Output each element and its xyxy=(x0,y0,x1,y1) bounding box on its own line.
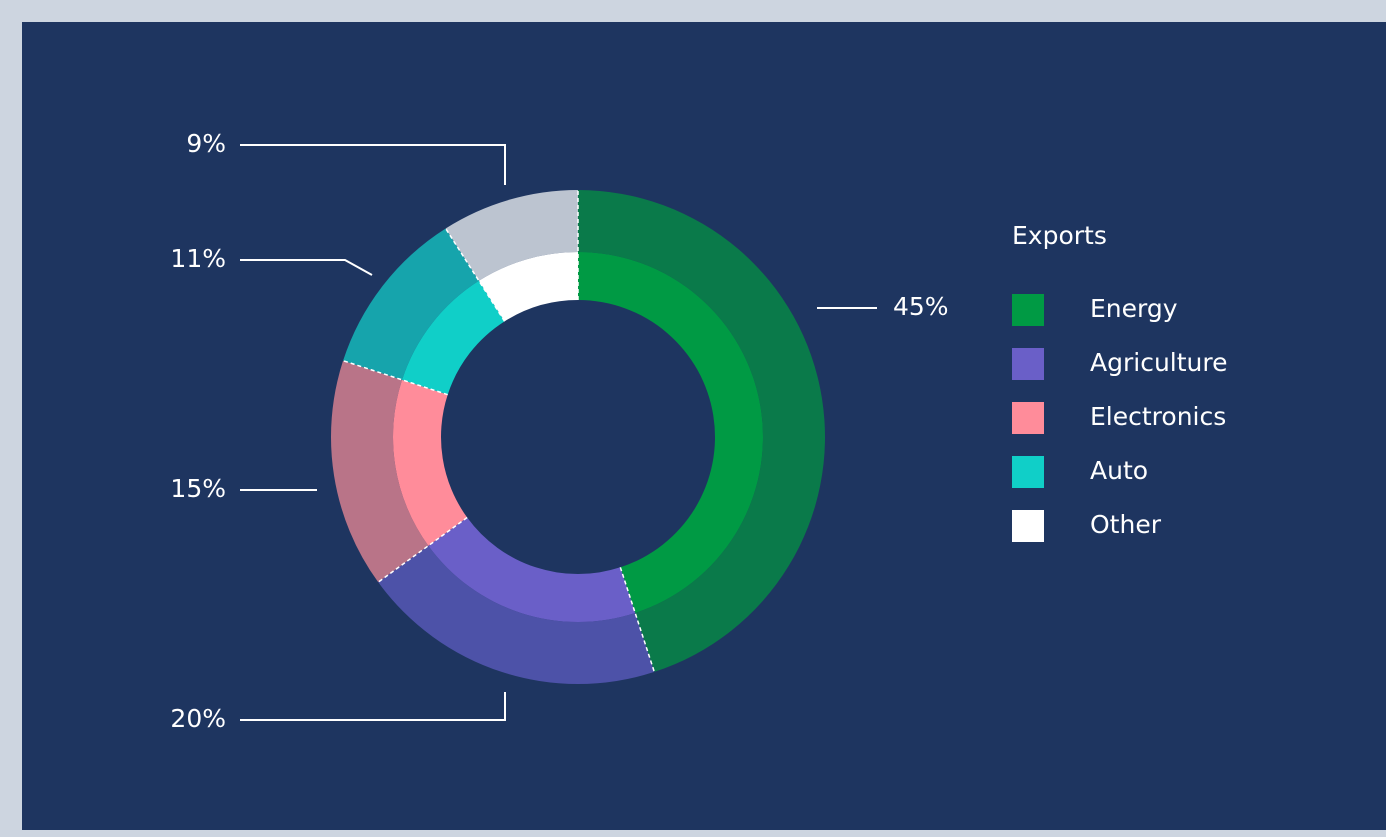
inner-slice xyxy=(402,280,505,395)
outer-slice xyxy=(445,190,578,281)
value-label: 20% xyxy=(170,704,226,733)
outer-slice xyxy=(331,360,429,583)
slice-separator xyxy=(619,567,656,673)
leader-line xyxy=(240,144,506,185)
legend-label: Other xyxy=(1090,510,1162,539)
inner-slice xyxy=(578,252,763,613)
legend-swatch xyxy=(1012,294,1044,326)
leader-line xyxy=(240,259,373,276)
value-label: 45% xyxy=(893,292,949,321)
legend-label: Electronics xyxy=(1090,402,1226,431)
inner-slice xyxy=(428,517,636,622)
slice-separator xyxy=(377,516,468,583)
value-label: 9% xyxy=(186,129,226,158)
panel xyxy=(22,22,1386,830)
legend-swatch xyxy=(1012,402,1044,434)
inner-slice xyxy=(392,379,468,546)
outer-slice xyxy=(343,228,479,380)
legend-label: Auto xyxy=(1090,456,1148,485)
slice-separator xyxy=(342,359,448,396)
legend-label: Energy xyxy=(1090,294,1178,323)
outer-slice xyxy=(378,545,655,685)
legend-swatch xyxy=(1012,348,1044,380)
outer-slice xyxy=(578,190,825,672)
legend-swatch xyxy=(1012,456,1044,488)
leader-line xyxy=(240,692,506,721)
legend-swatch xyxy=(1012,510,1044,542)
value-label: 11% xyxy=(170,244,226,273)
value-label: 15% xyxy=(170,474,226,503)
inner-slice xyxy=(478,252,578,322)
slice-separator xyxy=(445,228,506,322)
legend-title: Exports xyxy=(1012,221,1107,250)
legend-label: Agriculture xyxy=(1090,348,1228,377)
